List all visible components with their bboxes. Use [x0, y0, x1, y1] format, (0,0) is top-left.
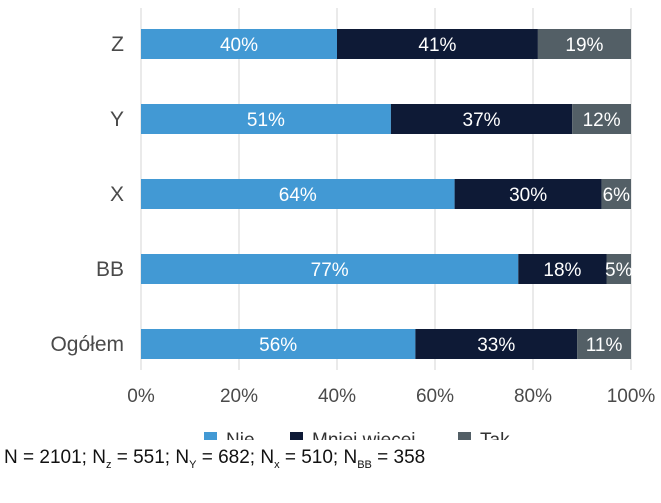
- x-tick-label: 0%: [127, 386, 155, 407]
- bar-segment: [415, 329, 578, 359]
- bar-segment: [577, 329, 631, 359]
- n-bb-subscript: BB: [357, 459, 372, 471]
- n-x-value: = 510: [279, 447, 333, 468]
- legend-swatch: [204, 432, 217, 440]
- bar-segment: [337, 29, 538, 59]
- bar-value-label: 6%: [603, 185, 631, 206]
- category-label: Ogółem: [50, 333, 124, 356]
- legend-swatch: [458, 432, 471, 440]
- bar-segment: [601, 179, 631, 209]
- bar-segment: [537, 29, 631, 59]
- legend-label: Nie: [226, 430, 255, 440]
- bar-value-label: 11%: [586, 335, 623, 356]
- bar-value-label: 12%: [583, 110, 621, 131]
- category-label: X: [110, 183, 124, 206]
- category-label: Y: [110, 108, 124, 131]
- bar-segment: [141, 29, 337, 59]
- x-tick-label: 20%: [220, 386, 258, 407]
- n-x-subscript: x: [274, 459, 280, 471]
- stacked-bar-chart: 40% 41% 19% 51% 37% 12% 64% 30% 6% 77% 18% 5% 56% 33%…: [50, 8, 655, 440]
- n-y-value: = 682: [196, 447, 250, 468]
- x-tick-label: 60%: [416, 386, 454, 407]
- bar-value-label: 64%: [279, 185, 317, 206]
- bar-segment: [390, 104, 573, 134]
- bar-value-label: 19%: [565, 35, 603, 56]
- bar-value-label: 56%: [259, 335, 297, 356]
- category-label: BB: [96, 258, 124, 281]
- x-tick-label: 80%: [514, 386, 552, 407]
- n-bb-value: = 358: [371, 447, 426, 468]
- sample-size-footnote: N = 2101; Nz = 551; NY = 682; Nx = 510; …: [4, 447, 426, 471]
- n-y-subscript: Y: [189, 459, 197, 471]
- bar-segment: [454, 179, 602, 209]
- n-z-subscript: z: [105, 459, 112, 471]
- n-total: N = 2101: [4, 447, 82, 468]
- legend: Nie Mniej więcej Tak: [204, 430, 510, 440]
- x-tick-label: 40%: [318, 386, 356, 407]
- bar-value-label: 37%: [463, 110, 501, 131]
- bar-value-label: 5%: [605, 260, 633, 281]
- x-tick-label: 100%: [607, 386, 656, 407]
- bar-segment: [141, 179, 455, 209]
- bar-segment: [141, 254, 519, 284]
- legend-label: Tak: [480, 430, 510, 440]
- bar-segment: [141, 104, 391, 134]
- bar-value-label: 30%: [509, 185, 547, 206]
- bar-segment: [572, 104, 631, 134]
- bar-value-label: 40%: [220, 35, 258, 56]
- bar-segment: [518, 254, 607, 284]
- bar-value-label: 18%: [543, 260, 581, 281]
- bar-value-label: 41%: [418, 35, 456, 56]
- bar-segment: [606, 254, 631, 284]
- legend-label: Mniej więcej: [312, 430, 415, 440]
- bar-value-label: 77%: [311, 260, 349, 281]
- bar-segment: [141, 329, 416, 359]
- bar-value-label: 51%: [247, 110, 285, 131]
- x-tick-labels: 0% 20% 40% 60% 80% 100%: [127, 386, 655, 407]
- category-labels: Z Y X BB Ogółem: [50, 33, 124, 356]
- category-label: Z: [111, 33, 124, 56]
- legend-swatch: [290, 432, 303, 440]
- n-z-value: = 551: [111, 447, 165, 468]
- bar-value-label: 33%: [477, 335, 515, 356]
- bars: 40% 41% 19% 51% 37% 12% 64% 30% 6% 77% 18% 5% 56% 33%…: [141, 29, 633, 359]
